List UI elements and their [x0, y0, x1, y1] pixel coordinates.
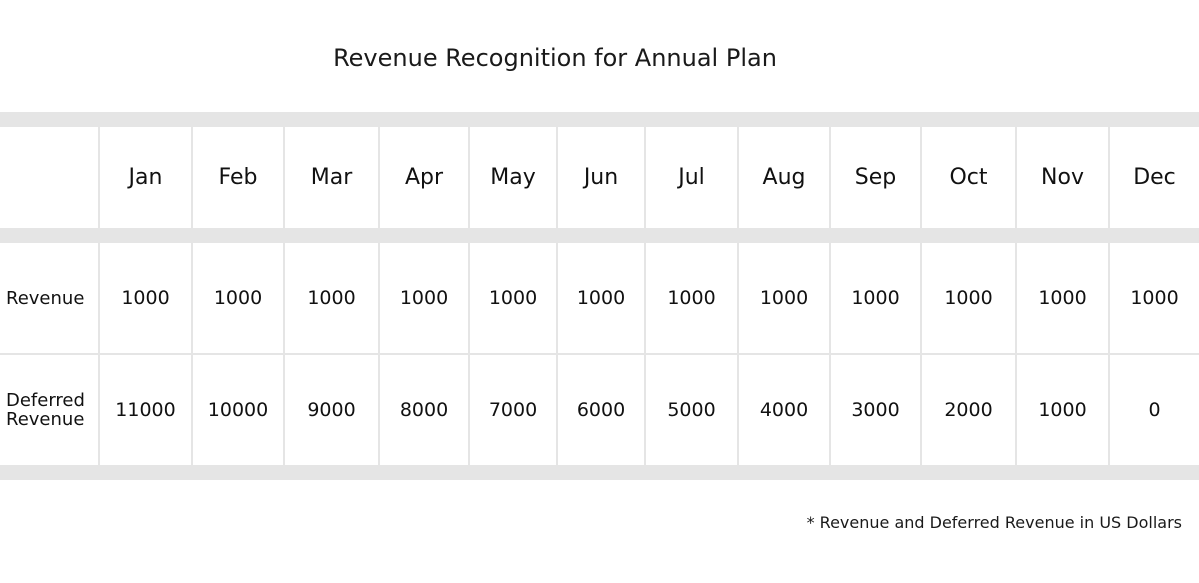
revenue-cell-apr: 1000 [380, 243, 468, 353]
row-label-deferred-line2: Revenue [6, 409, 85, 430]
header-month-sep: Sep [831, 127, 920, 228]
revenue-cell-dec: 1000 [1110, 243, 1199, 353]
deferred-cell-may: 7000 [470, 355, 556, 465]
header-month-feb: Feb [193, 127, 283, 228]
revenue-table: Jan Feb Mar Apr May Jun Jul Aug Sep Oct … [0, 112, 1199, 480]
header-corner-cell [0, 127, 98, 228]
deferred-cell-jul: 5000 [646, 355, 737, 465]
deferred-cell-oct: 2000 [922, 355, 1015, 465]
header-month-mar: Mar [285, 127, 378, 228]
deferred-cell-feb: 10000 [193, 355, 283, 465]
row-label-deferred-revenue: Deferred Revenue [0, 355, 98, 465]
revenue-cell-may: 1000 [470, 243, 556, 353]
header-month-aug: Aug [739, 127, 829, 228]
revenue-cell-mar: 1000 [285, 243, 378, 353]
header-month-nov: Nov [1017, 127, 1108, 228]
revenue-cell-aug: 1000 [739, 243, 829, 353]
revenue-cell-oct: 1000 [922, 243, 1015, 353]
revenue-cell-jun: 1000 [558, 243, 644, 353]
table-row-deferred-revenue: Deferred Revenue 11000 10000 9000 8000 7… [0, 355, 1199, 465]
header-month-oct: Oct [922, 127, 1015, 228]
header-month-jan: Jan [100, 127, 191, 228]
header-month-apr: Apr [380, 127, 468, 228]
table-row-revenue: Revenue 1000 1000 1000 1000 1000 1000 10… [0, 243, 1199, 353]
revenue-cell-feb: 1000 [193, 243, 283, 353]
footnote: * Revenue and Deferred Revenue in US Dol… [806, 513, 1182, 532]
row-label-revenue: Revenue [0, 243, 98, 353]
deferred-cell-mar: 9000 [285, 355, 378, 465]
header-month-jun: Jun [558, 127, 644, 228]
table-header-row: Jan Feb Mar Apr May Jun Jul Aug Sep Oct … [0, 127, 1199, 228]
deferred-cell-jan: 11000 [100, 355, 191, 465]
revenue-cell-sep: 1000 [831, 243, 920, 353]
page-title: Revenue Recognition for Annual Plan [333, 44, 777, 72]
deferred-cell-aug: 4000 [739, 355, 829, 465]
revenue-cell-nov: 1000 [1017, 243, 1108, 353]
deferred-cell-dec: 0 [1110, 355, 1199, 465]
row-label-deferred-line1: Deferred [6, 390, 85, 411]
header-month-jul: Jul [646, 127, 737, 228]
header-month-may: May [470, 127, 556, 228]
deferred-cell-nov: 1000 [1017, 355, 1108, 465]
revenue-cell-jul: 1000 [646, 243, 737, 353]
revenue-cell-jan: 1000 [100, 243, 191, 353]
deferred-cell-sep: 3000 [831, 355, 920, 465]
deferred-cell-jun: 6000 [558, 355, 644, 465]
header-month-dec: Dec [1110, 127, 1199, 228]
deferred-cell-apr: 8000 [380, 355, 468, 465]
